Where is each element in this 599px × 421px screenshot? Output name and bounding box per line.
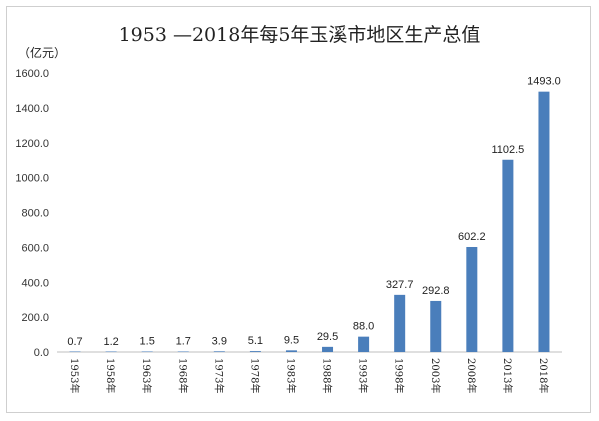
bar-value-label: 602.2 <box>458 231 486 243</box>
y-axis-unit: （亿元） <box>18 46 67 60</box>
bar <box>466 246 478 352</box>
y-tick-label: 200.0 <box>21 312 49 324</box>
bar <box>430 300 442 352</box>
x-category-label: 1968年 <box>176 358 189 393</box>
bar <box>177 351 189 352</box>
bar-value-label: 29.5 <box>317 331 338 343</box>
y-tick-label: 600.0 <box>21 242 49 254</box>
x-category-label: 1998年 <box>393 358 406 393</box>
x-category-label: 1958年 <box>104 358 117 393</box>
x-category-label: 1953年 <box>68 358 81 393</box>
y-tick-label: 1600.0 <box>15 68 49 80</box>
x-category-label: 1978年 <box>248 358 261 393</box>
y-tick-label: 400.0 <box>21 277 49 289</box>
bar-value-label: 327.7 <box>386 279 414 291</box>
bar <box>502 159 514 352</box>
bar-value-label: 1493.0 <box>527 76 561 88</box>
bar <box>105 351 117 352</box>
chart-title: 1953 —2018年每5年玉溪市地区生产总值 <box>118 24 481 46</box>
bar-value-label: 3.9 <box>212 335 227 347</box>
bar <box>69 351 81 352</box>
x-category-label: 2018年 <box>537 358 550 393</box>
x-category-label: 2003年 <box>429 358 442 393</box>
bar <box>285 350 297 352</box>
bar-value-label: 9.5 <box>284 334 299 346</box>
bar <box>358 336 370 352</box>
x-category-label: 1973年 <box>212 358 225 393</box>
bar-value-label: 88.0 <box>353 321 374 333</box>
y-tick-label: 1000.0 <box>15 173 49 185</box>
x-category-label: 1988年 <box>321 358 334 393</box>
x-category-label: 1963年 <box>140 358 153 393</box>
bar <box>249 351 261 352</box>
bar-value-label: 1102.5 <box>491 144 524 156</box>
x-category-label: 1983年 <box>284 358 297 393</box>
bar <box>213 351 225 352</box>
y-tick-label: 1400.0 <box>15 103 49 115</box>
x-category-label: 2013年 <box>501 358 514 393</box>
y-tick-label: 0.0 <box>34 347 49 359</box>
bar-value-label: 5.1 <box>248 335 263 347</box>
bar-value-label: 1.2 <box>103 336 118 348</box>
bar-value-label: 292.8 <box>422 285 450 297</box>
bar <box>394 294 406 352</box>
y-tick-label: 1200.0 <box>15 138 49 150</box>
x-category-label: 2008年 <box>465 358 478 393</box>
bar <box>538 91 550 352</box>
bar <box>141 351 153 352</box>
bar-value-label: 0.7 <box>67 336 82 348</box>
y-tick-label: 800.0 <box>21 208 49 220</box>
x-category-label: 1993年 <box>357 358 370 393</box>
bar <box>322 346 334 352</box>
chart-frame <box>6 6 591 413</box>
bar-value-label: 1.5 <box>140 336 155 348</box>
bar-value-label: 1.7 <box>176 336 191 348</box>
